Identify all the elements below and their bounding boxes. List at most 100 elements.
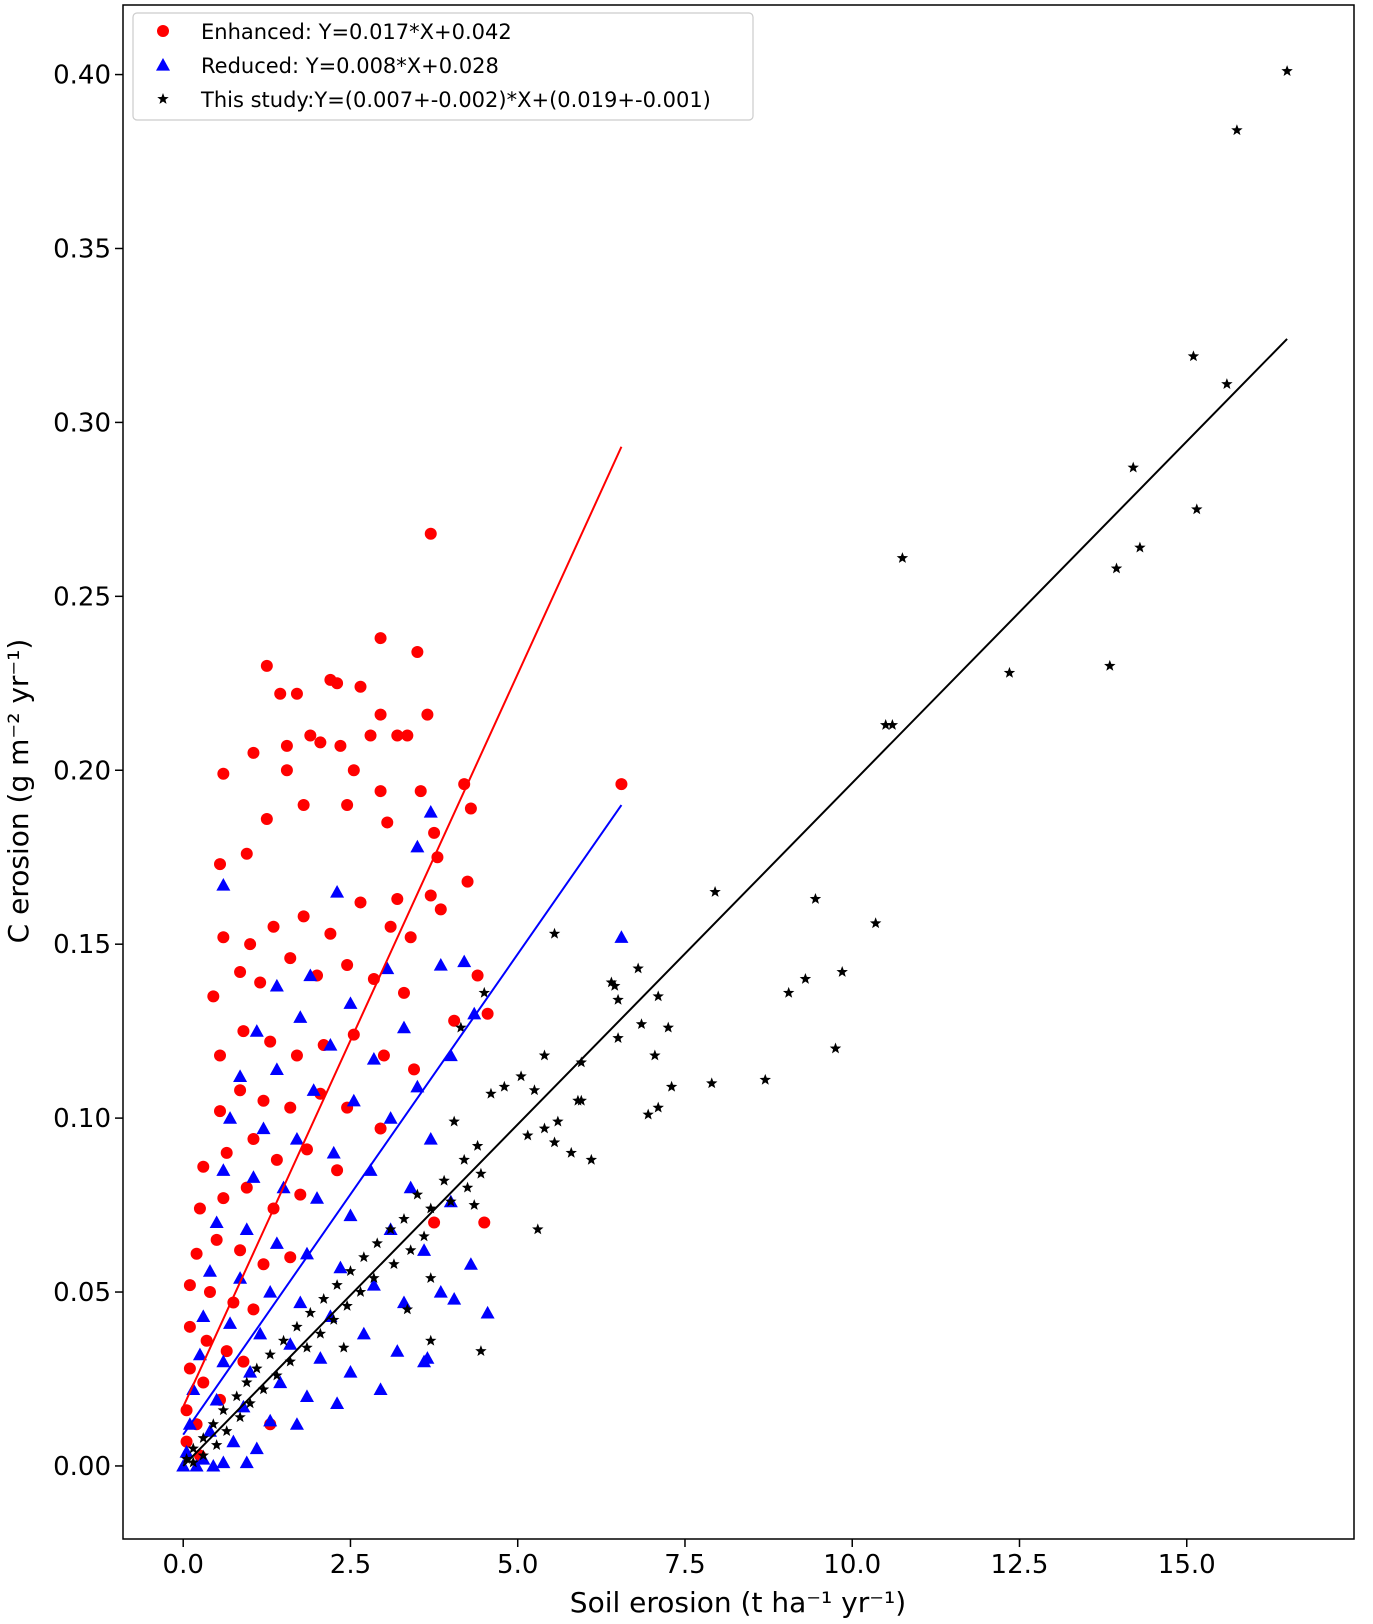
this-study-point xyxy=(532,1223,544,1235)
reduced-point xyxy=(323,1038,338,1051)
reduced-point xyxy=(239,1455,254,1469)
enhanced-point xyxy=(471,969,484,982)
this-study-point xyxy=(642,1108,654,1120)
y-tick-label: 0.35 xyxy=(53,234,111,264)
reduced-point xyxy=(202,1264,217,1277)
this-study-point xyxy=(234,1411,246,1423)
this-study-point xyxy=(585,1153,598,1165)
x-tick-label: 10.0 xyxy=(823,1550,881,1580)
this-study-point xyxy=(652,990,664,1002)
reduced-point xyxy=(363,1163,378,1176)
reduced-point xyxy=(303,968,318,982)
enhanced-point xyxy=(284,1251,297,1264)
enhanced-point xyxy=(260,659,273,672)
enhanced-point xyxy=(478,1216,491,1229)
this-study-point xyxy=(384,1223,397,1235)
legend-marker-this-study xyxy=(157,93,169,104)
this-study-point xyxy=(418,1230,430,1242)
enhanced-point xyxy=(234,1244,247,1257)
enhanced-point xyxy=(247,746,260,759)
enhanced-point xyxy=(220,1345,233,1358)
reduced-point xyxy=(263,1413,278,1427)
enhanced-point xyxy=(424,527,437,540)
this-study-point xyxy=(271,1369,283,1381)
x-axis-label: Soil erosion (t ha⁻¹ yr⁻¹) xyxy=(570,1586,906,1619)
this-study-point xyxy=(388,1258,400,1270)
reduced-point xyxy=(356,1326,371,1340)
enhanced-point xyxy=(237,1355,250,1368)
reduced-fit-line xyxy=(182,804,623,1436)
this-study-point xyxy=(548,1136,561,1148)
reduced-point xyxy=(447,1291,462,1305)
this-study-point xyxy=(1134,541,1146,553)
reduced-point xyxy=(202,1424,217,1437)
this-study-point xyxy=(425,1334,437,1346)
this-study-point xyxy=(475,1167,487,1179)
enhanced-point xyxy=(190,1247,203,1260)
this-study-point xyxy=(217,1404,230,1416)
this-study-point xyxy=(244,1397,256,1409)
this-study-fit-line xyxy=(182,338,1288,1467)
enhanced-point xyxy=(331,677,344,690)
enhanced-point xyxy=(341,959,354,972)
x-tick-label: 7.5 xyxy=(664,1550,705,1580)
reduced-point xyxy=(206,1458,221,1472)
this-study-point xyxy=(879,719,892,730)
this-study-point xyxy=(445,1195,457,1207)
reduced-point xyxy=(192,1347,207,1361)
reduced-point xyxy=(246,1170,261,1183)
this-study-point xyxy=(411,1188,424,1200)
reduced-point xyxy=(333,1260,348,1274)
enhanced-point xyxy=(374,708,387,721)
reduced-point xyxy=(343,1208,358,1222)
this-study-point xyxy=(635,1018,648,1030)
this-study-point xyxy=(180,1453,193,1464)
legend-swatches xyxy=(156,25,170,104)
reduced-point xyxy=(457,954,472,968)
this-study-point xyxy=(241,1376,253,1388)
this-study-point xyxy=(498,1080,511,1092)
enhanced-point xyxy=(354,896,367,909)
enhanced-point xyxy=(207,990,220,1003)
enhanced-point xyxy=(247,1303,260,1316)
enhanced-point xyxy=(615,778,628,791)
reduced-point xyxy=(423,1131,438,1145)
enhanced-point xyxy=(314,736,327,749)
this-study-point xyxy=(341,1299,353,1311)
enhanced-point xyxy=(257,1258,270,1271)
this-study-point xyxy=(706,1077,718,1089)
this-study-point xyxy=(485,1087,497,1099)
this-study-point xyxy=(207,1418,220,1430)
this-study-point xyxy=(632,962,644,974)
legend-marker-reduced xyxy=(156,58,170,71)
enhanced-point xyxy=(237,1025,250,1038)
reduced-point xyxy=(417,1243,432,1256)
reduced-point xyxy=(196,1309,211,1322)
enhanced-point xyxy=(183,1279,196,1292)
y-tick-label: 0.25 xyxy=(53,582,111,612)
reduced-point xyxy=(313,1351,328,1364)
enhanced-point xyxy=(424,889,437,902)
reduced-point xyxy=(209,1392,224,1406)
enhanced-point xyxy=(414,785,427,798)
enhanced-point xyxy=(234,1084,247,1097)
this-study-point xyxy=(401,1303,414,1315)
enhanced-point xyxy=(364,729,377,742)
this-study-point xyxy=(649,1049,661,1061)
reduced-point xyxy=(443,1048,458,1062)
this-study-point xyxy=(220,1425,233,1437)
enhanced-point xyxy=(401,729,414,742)
x-tick-label: 2.5 xyxy=(330,1550,371,1580)
enhanced-point xyxy=(347,764,360,777)
reduced-point xyxy=(189,1458,204,1472)
this-study-point xyxy=(438,1174,450,1186)
reduced-point xyxy=(326,1145,341,1159)
reduced-point xyxy=(614,930,629,943)
enhanced-point xyxy=(300,1143,313,1156)
enhanced-point xyxy=(180,1435,193,1448)
reduced-point xyxy=(299,1389,314,1402)
enhanced-point xyxy=(404,931,417,944)
y-tick-label: 0.00 xyxy=(53,1452,111,1482)
this-study-point xyxy=(291,1320,303,1332)
